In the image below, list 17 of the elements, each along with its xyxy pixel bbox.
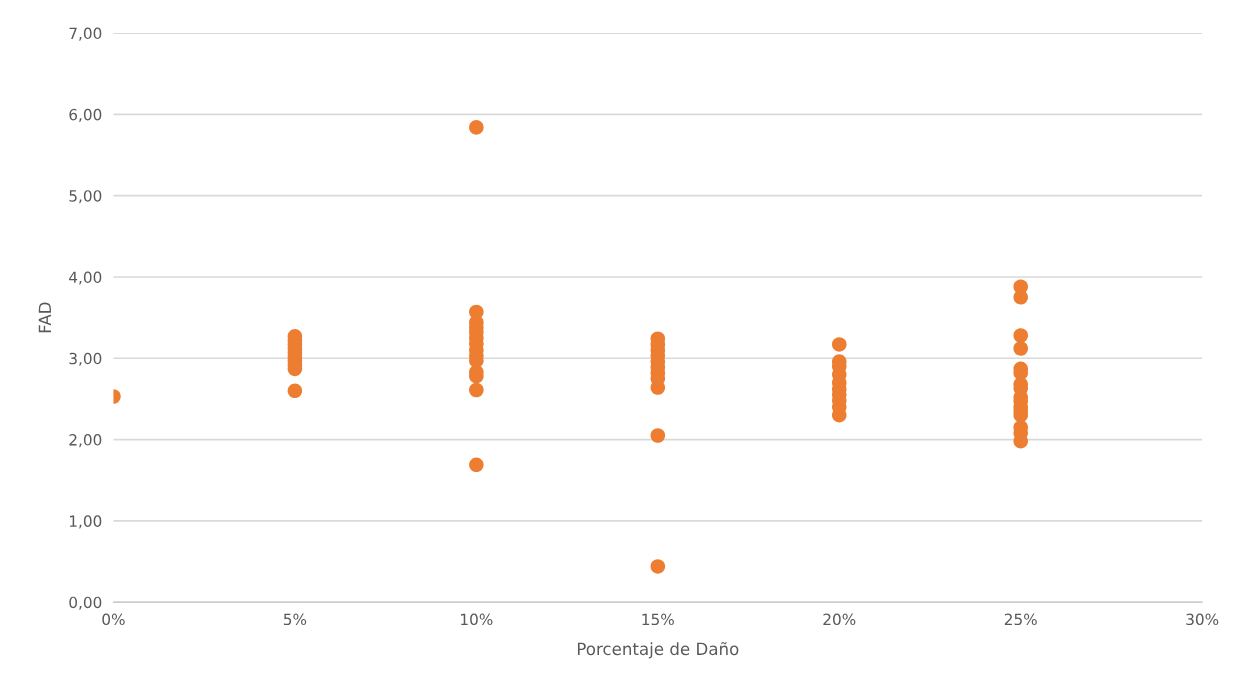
y-tick-label: 3,00 <box>69 352 102 366</box>
y-tick-label: 0,00 <box>69 596 102 610</box>
y-tick-label: 7,00 <box>69 27 102 41</box>
y-tick-label: 6,00 <box>69 108 102 122</box>
x-tick-label: 15% <box>642 613 674 626</box>
x-tick-label: 25% <box>1004 613 1037 626</box>
x-tick-label: 20% <box>823 613 856 626</box>
y-tick-label: 1,00 <box>69 515 102 529</box>
y-tick-label: 5,00 <box>69 190 102 204</box>
x-tick-label: 0% <box>102 613 125 626</box>
y-axis-title: FAD <box>38 302 51 333</box>
x-tick-label: 5% <box>283 613 307 626</box>
y-tick-label: 4,00 <box>69 271 102 285</box>
x-tick-label: 30% <box>1186 613 1219 626</box>
x-axis-title: Porcentaje de Daño <box>577 641 739 659</box>
x-tick-label: 10% <box>461 613 493 626</box>
y-tick-label: 2,00 <box>69 434 102 448</box>
